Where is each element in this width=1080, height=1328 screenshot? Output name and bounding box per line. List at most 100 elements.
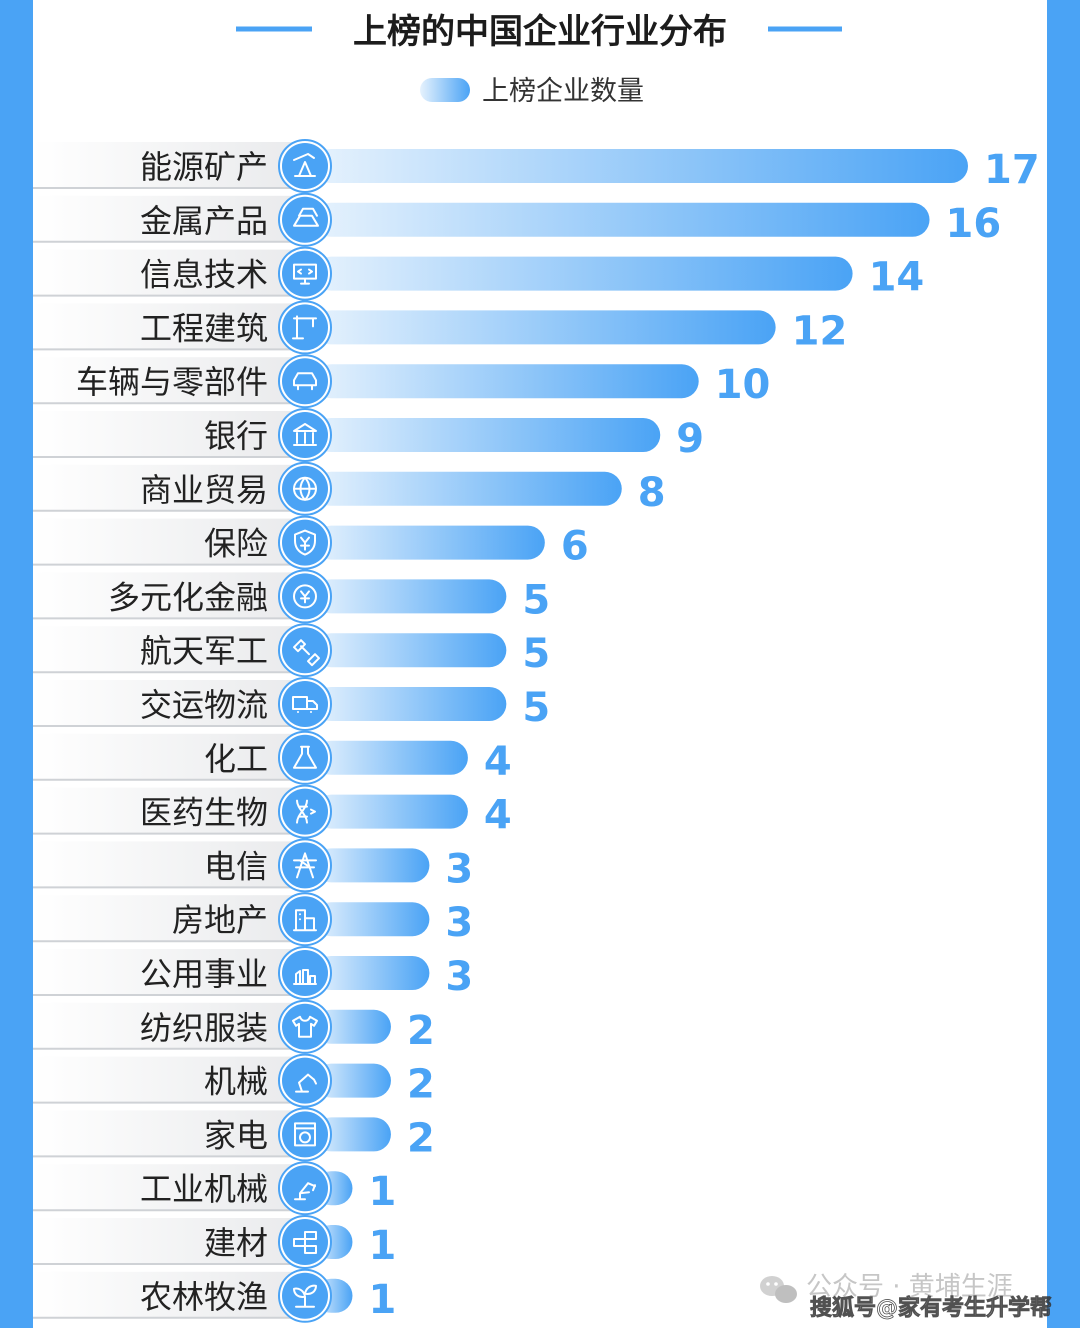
- value-label: 3: [445, 846, 473, 892]
- bar-row: 家电 2: [33, 1107, 435, 1162]
- value-label: 5: [522, 685, 550, 731]
- value-label: 6: [561, 524, 589, 570]
- label-band: [33, 1002, 305, 1049]
- wechat-icon: [760, 1276, 797, 1303]
- category-label: 交运物流: [140, 686, 268, 724]
- category-label: 航天军工: [140, 632, 268, 670]
- washing-machine-icon: [278, 1107, 332, 1162]
- bar: [314, 1063, 391, 1098]
- bar-row: 航天军工 5: [33, 623, 550, 678]
- label-band: [33, 1218, 305, 1264]
- watermark-line2: 搜狐号@家有考生升学帮: [810, 1295, 1052, 1321]
- bar: [314, 794, 468, 829]
- value-label: 4: [484, 739, 512, 785]
- label-band: [33, 733, 305, 780]
- truck-icon: [278, 677, 332, 731]
- category-label: 电信: [204, 847, 268, 885]
- category-label: 多元化金融: [108, 578, 268, 616]
- label-band: [33, 949, 305, 995]
- flask-icon: [278, 730, 332, 785]
- robot-arm-icon: [278, 1053, 332, 1108]
- bar-row: 公用事业 3: [33, 946, 473, 1000]
- value-label: 17: [984, 147, 1040, 193]
- bar: [314, 956, 430, 990]
- bar: [314, 256, 853, 291]
- value-label: 2: [407, 1008, 435, 1054]
- bar-row: 电信 3: [33, 838, 473, 893]
- category-label: 房地产: [172, 901, 268, 939]
- bar: [314, 310, 776, 345]
- label-band: [33, 249, 305, 296]
- bar: [314, 525, 545, 560]
- metal-ingot-icon: [278, 192, 332, 247]
- bar-row: 信息技术 14: [33, 246, 924, 301]
- transmission-tower-icon: [278, 838, 332, 893]
- bar: [314, 848, 430, 883]
- label-band: [33, 1164, 305, 1211]
- crane-icon: [278, 300, 332, 355]
- legend-label: 上榜企业数量: [482, 76, 644, 107]
- bar: [314, 687, 507, 721]
- value-label: 2: [407, 1062, 435, 1108]
- shield-yen-icon: [278, 515, 332, 570]
- bar-row: 房地产 3: [33, 892, 473, 947]
- category-label: 化工: [204, 740, 268, 778]
- value-label: 4: [484, 793, 512, 839]
- value-label: 8: [638, 470, 666, 516]
- label-band: [33, 1271, 305, 1318]
- label-band: [33, 357, 305, 404]
- utility-plant-icon: [278, 946, 332, 1000]
- bar-row: 工程建筑 12: [33, 300, 847, 355]
- label-band: [33, 518, 305, 565]
- building-icon: [278, 892, 332, 947]
- industrial-robot-icon: [278, 1161, 332, 1216]
- value-label: 1: [368, 1169, 396, 1215]
- label-band: [33, 411, 305, 457]
- monitor-code-icon: [278, 246, 332, 301]
- bar-row: 保险 6: [33, 515, 589, 570]
- category-label: 工程建筑: [140, 309, 268, 347]
- bank-icon: [278, 408, 332, 462]
- legend-swatch: [420, 78, 470, 102]
- bar-row: 金属产品 16: [33, 192, 1002, 247]
- label-band: [33, 787, 305, 834]
- bar: [314, 471, 622, 506]
- category-label: 商业贸易: [140, 471, 268, 509]
- value-label: 3: [445, 900, 473, 946]
- category-label: 车辆与零部件: [76, 363, 268, 401]
- category-label: 建材: [204, 1224, 268, 1262]
- bar-row: 工业机械 1: [33, 1161, 396, 1216]
- value-label: 9: [676, 416, 704, 462]
- bar: [314, 633, 507, 668]
- bar: [314, 149, 968, 183]
- bar-row: 农林牧渔 1: [33, 1268, 396, 1323]
- currency-exchange-icon: [278, 569, 332, 624]
- category-label: 医药生物: [140, 794, 268, 832]
- bar-row: 机械 2: [33, 1053, 435, 1108]
- car-icon: [278, 354, 332, 409]
- bar-row: 纺织服装 2: [33, 999, 435, 1054]
- category-label: 金属产品: [140, 202, 268, 240]
- bar: [314, 1009, 391, 1044]
- bar: [314, 364, 699, 399]
- bar-row: 银行 9: [33, 408, 704, 462]
- satellite-icon: [278, 623, 332, 678]
- bar-row: 车辆与零部件 10: [33, 354, 770, 409]
- chart-title: 上榜的中国企业行业分布: [353, 12, 727, 52]
- category-label: 公用事业: [140, 955, 268, 993]
- value-label: 5: [522, 577, 550, 623]
- tshirt-icon: [278, 999, 332, 1054]
- label-band: [33, 841, 305, 888]
- label-band: [33, 572, 305, 619]
- value-label: 1: [368, 1223, 396, 1269]
- value-label: 5: [522, 631, 550, 677]
- category-label: 工业机械: [140, 1170, 268, 1208]
- bar: [314, 202, 930, 237]
- dna-icon: [278, 784, 332, 839]
- globe-icon: [278, 461, 332, 516]
- bar-row: 化工 4: [33, 730, 512, 785]
- oil-pump-icon: [278, 139, 332, 193]
- value-label: 16: [946, 201, 1002, 247]
